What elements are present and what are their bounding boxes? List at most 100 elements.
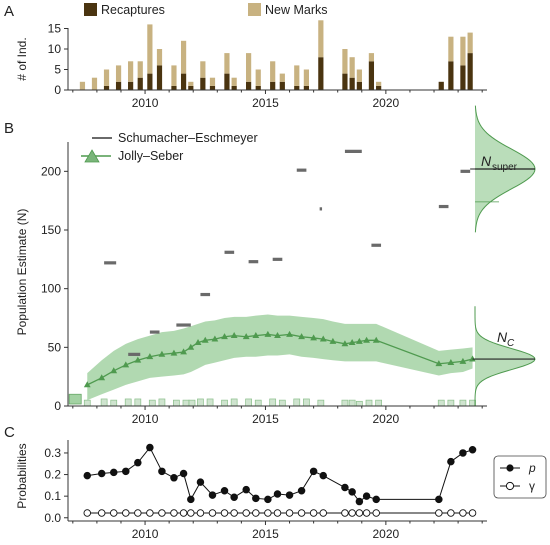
js-marker [134, 356, 142, 363]
panel-b-axes: 0 50 100 150 200 2010 2015 2020 [41, 142, 487, 426]
series-gamma-point [297, 509, 306, 517]
series-gamma-point [459, 509, 467, 517]
series-p-point [196, 478, 205, 486]
legend-swatch-recaptures [84, 3, 97, 16]
panel-a-legend: Recaptures New Marks [84, 3, 328, 17]
js-marker [221, 333, 228, 340]
series-p-point [319, 471, 328, 480]
bar-new-marks [246, 53, 252, 82]
series-p-point [122, 467, 130, 476]
bar-new-marks [188, 81, 194, 86]
series-gamma-point [348, 509, 356, 517]
bar-new-marks [209, 77, 216, 86]
bar-recaptures [255, 85, 261, 90]
series-gamma-point [187, 509, 195, 517]
bar-new-marks [156, 49, 163, 66]
series-p-point [459, 449, 467, 457]
small-box [254, 399, 262, 407]
legend-label-new-marks: New Marks [265, 3, 328, 17]
small-box [447, 399, 455, 407]
bar-recaptures [224, 73, 230, 90]
small-box [221, 399, 228, 407]
series-p-point [435, 495, 443, 504]
bar-recaptures [467, 53, 473, 90]
panel-b-ytick-label-0: 0 [54, 399, 61, 413]
js-marker [469, 355, 476, 362]
bar-recaptures [270, 81, 276, 90]
js-marker [180, 348, 187, 355]
series-gamma-point [220, 509, 229, 517]
bar-new-marks [279, 73, 285, 82]
panel-b-ylabel: Population Estimate (N) [15, 209, 29, 336]
panel-c-lines [83, 443, 477, 517]
n-c-density-curve [474, 306, 536, 407]
legend-label-recaptures: Recaptures [101, 3, 165, 17]
small-box [459, 399, 467, 407]
series-gamma-point [242, 509, 250, 517]
bar-recaptures [200, 77, 206, 90]
small-box [303, 398, 310, 407]
series-p-point [158, 467, 166, 476]
bar-new-marks [342, 49, 348, 74]
series-p-point [362, 492, 371, 500]
panel-c-legend-box [493, 455, 547, 499]
small-box [148, 399, 156, 407]
panel-c-ytick-label-1: 0.1 [44, 489, 61, 503]
annotation-n-c-label: N [497, 329, 508, 345]
panel-c-legend: p γ [493, 455, 547, 499]
bar-new-marks [270, 61, 276, 82]
panel-a-ytick-label-3: 15 [48, 22, 62, 36]
series-p-point [110, 468, 118, 477]
small-box [365, 399, 373, 407]
series-gamma-point [134, 509, 142, 517]
series-p-point [134, 458, 142, 467]
js-marker [146, 353, 154, 360]
legend-label-schumacher: Schumacher–Eschmeyer [118, 131, 258, 145]
small-box [197, 398, 204, 407]
bar-recaptures [342, 73, 348, 90]
series-gamma-point [372, 509, 380, 517]
series-p-point [208, 491, 217, 499]
bar-recaptures [349, 77, 355, 90]
small-box [245, 398, 252, 407]
bar-recaptures [231, 85, 237, 90]
small-box [124, 398, 132, 407]
bar-recaptures [448, 61, 454, 90]
series-gamma-point [264, 509, 272, 517]
js-marker [298, 333, 305, 340]
js-marker [319, 335, 327, 342]
panel-a-ytick-label-0: 0 [54, 83, 61, 97]
jolly-seber-ci-band [87, 314, 473, 401]
bar-new-marks [91, 77, 98, 90]
bar-new-marks [224, 53, 230, 74]
series-gamma-point [110, 509, 118, 517]
js-marker [372, 336, 380, 343]
small-box [230, 398, 238, 407]
series-p-point [309, 467, 318, 476]
series-gamma-point [230, 509, 238, 517]
bar-recaptures [246, 81, 252, 90]
bar-recaptures [294, 85, 300, 90]
small-box [173, 399, 180, 407]
js-marker [363, 336, 370, 343]
bar-recaptures [318, 57, 324, 90]
series-gamma-point [468, 509, 477, 517]
bar-new-marks [349, 57, 355, 78]
panel-a-ytick-label-1: 5 [54, 63, 61, 77]
bar-recaptures [303, 85, 309, 90]
legend-label-p: p [528, 461, 536, 475]
bar-new-marks [460, 36, 466, 66]
bar-recaptures [115, 81, 122, 90]
series-p-point [97, 469, 106, 478]
series-p-point [187, 495, 195, 504]
bar-new-marks [376, 81, 382, 86]
js-marker [329, 337, 337, 344]
panel-c: C Probabilities 0.0 0.1 0.2 0.3 2010 2015 2020… [4, 424, 547, 541]
js-marker [211, 335, 219, 342]
js-marker [242, 333, 250, 340]
bar-recaptures [137, 77, 143, 90]
js-marker [341, 340, 349, 347]
series-gamma-point [435, 509, 443, 517]
bar-new-marks [255, 69, 261, 86]
bar-recaptures [356, 81, 362, 90]
